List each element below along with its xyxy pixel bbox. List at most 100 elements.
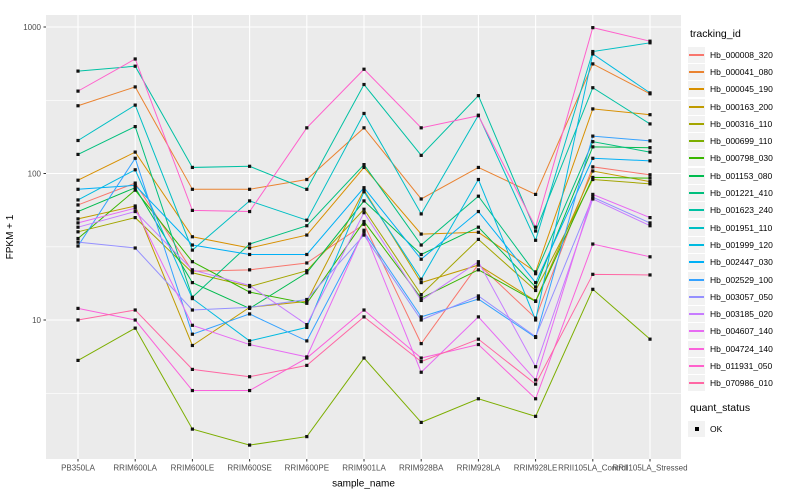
data-point-Hb_000798_030 bbox=[76, 236, 80, 241]
data-point-Hb_000041_080 bbox=[534, 192, 538, 197]
y-tick-label: 10 bbox=[32, 316, 41, 325]
data-point-Hb_000041_080 bbox=[76, 104, 80, 108]
legend-key-line bbox=[689, 382, 704, 385]
legend-item-quant-OK: OK bbox=[688, 420, 800, 437]
legend-title-tracking-id: tracking_id bbox=[690, 28, 741, 40]
x-tick-label: RRIM600LE bbox=[171, 464, 215, 473]
data-point-Hb_000798_030 bbox=[248, 290, 252, 294]
data-point-Hb_001221_410 bbox=[248, 242, 252, 246]
data-point-Hb_000163_200 bbox=[76, 217, 80, 221]
data-point-Hb_001999_120 bbox=[248, 339, 252, 343]
data-point-Hb_001221_410 bbox=[76, 152, 80, 157]
data-point-Hb_000798_030 bbox=[476, 268, 480, 272]
data-point-Hb_003185_020 bbox=[476, 260, 480, 264]
legend-item-Hb_000008_320: Hb_000008_320 bbox=[688, 46, 800, 63]
data-point-Hb_000041_080 bbox=[362, 126, 366, 130]
y-axis-title: FPKM + 1 bbox=[5, 214, 16, 259]
legend-item-label: Hb_070986_010 bbox=[710, 378, 773, 389]
legend-item-label: Hb_001221_410 bbox=[710, 188, 773, 199]
data-point-Hb_004607_140 bbox=[190, 323, 194, 327]
data-point-Hb_001153_080 bbox=[476, 225, 480, 229]
data-point-Hb_070986_010 bbox=[419, 360, 423, 364]
data-point-Hb_004607_140 bbox=[476, 315, 480, 319]
data-point-Hb_000316_110 bbox=[534, 288, 538, 293]
legend-item-Hb_001951_110: Hb_001951_110 bbox=[688, 219, 800, 236]
data-point-Hb_000045_190 bbox=[133, 150, 137, 154]
data-point-Hb_011931_050 bbox=[476, 114, 480, 118]
data-point-Hb_070986_010 bbox=[648, 273, 652, 277]
data-point-Hb_003185_020 bbox=[419, 298, 423, 303]
data-point-Hb_003057_050 bbox=[591, 195, 595, 199]
data-point-Hb_001623_240 bbox=[648, 122, 652, 126]
data-point-Hb_000316_110 bbox=[76, 230, 80, 234]
data-point-Hb_004607_140 bbox=[133, 206, 137, 210]
legend-key-line bbox=[689, 174, 704, 177]
data-point-Hb_000041_080 bbox=[591, 62, 595, 66]
legend-key-line bbox=[689, 347, 704, 350]
data-point-Hb_001153_080 bbox=[133, 186, 137, 190]
legend-item-label: Hb_000041_080 bbox=[710, 66, 773, 77]
legend-item-label: Hb_003185_020 bbox=[710, 309, 773, 320]
data-point-Hb_002447_030 bbox=[248, 252, 252, 257]
data-point-Hb_002447_030 bbox=[591, 156, 595, 160]
data-point-Hb_000008_320 bbox=[76, 203, 80, 207]
data-point-Hb_001153_080 bbox=[591, 145, 595, 149]
data-point-Hb_000316_110 bbox=[419, 293, 423, 297]
data-point-Hb_000316_110 bbox=[476, 237, 480, 241]
data-point-Hb_000699_110 bbox=[305, 434, 309, 439]
data-point-Hb_000798_030 bbox=[362, 219, 366, 224]
data-point-Hb_000316_110 bbox=[591, 177, 595, 182]
data-point-Hb_003057_050 bbox=[76, 240, 80, 244]
data-point-Hb_000041_080 bbox=[190, 187, 194, 191]
data-point-Hb_000008_320 bbox=[534, 316, 538, 320]
data-point-Hb_003057_050 bbox=[305, 297, 309, 302]
legend-item-label: Hb_001951_110 bbox=[710, 222, 773, 233]
data-point-Hb_001623_240 bbox=[534, 229, 538, 233]
data-point-Hb_003185_020 bbox=[133, 209, 137, 214]
data-point-Hb_000699_110 bbox=[76, 358, 80, 362]
data-point-Hb_001951_110 bbox=[248, 199, 252, 203]
legend-item-label: Hb_000798_030 bbox=[710, 153, 773, 164]
data-point-Hb_001221_410 bbox=[133, 124, 137, 129]
legend-item-Hb_000699_110: Hb_000699_110 bbox=[688, 132, 800, 150]
data-point-Hb_000699_110 bbox=[648, 337, 652, 341]
data-point-Hb_004724_140 bbox=[534, 397, 538, 401]
legend-key-line bbox=[689, 105, 704, 108]
data-point-Hb_001221_410 bbox=[534, 272, 538, 276]
legend-item-Hb_000041_080: Hb_000041_080 bbox=[688, 63, 800, 80]
data-point-Hb_000045_190 bbox=[534, 270, 538, 274]
legend-key-swatch bbox=[688, 98, 705, 115]
legend-tracking-items: Hb_000008_320 Hb_000041_080 Hb_000045_190 H… bbox=[688, 46, 800, 392]
legend-item-label: Hb_000699_110 bbox=[710, 136, 773, 147]
legend-key-line bbox=[689, 243, 704, 246]
data-point-Hb_004724_140 bbox=[476, 342, 480, 347]
data-point-Hb_001623_240 bbox=[591, 86, 595, 90]
data-point-Hb_000798_030 bbox=[534, 299, 538, 303]
data-point-Hb_003185_020 bbox=[248, 283, 252, 288]
x-tick-label: PB350LA bbox=[61, 464, 95, 473]
data-point-Hb_002447_030 bbox=[362, 186, 366, 190]
data-point-Hb_000008_320 bbox=[133, 181, 137, 185]
legend-key-line bbox=[689, 70, 704, 73]
data-point-Hb_000798_030 bbox=[648, 176, 652, 180]
data-point-Hb_001153_080 bbox=[190, 281, 194, 285]
data-point-Hb_004724_140 bbox=[362, 308, 366, 312]
legend-item-label: Hb_001999_120 bbox=[710, 239, 773, 250]
x-tick-label: RRIM600LA bbox=[113, 464, 157, 473]
data-point-Hb_002447_030 bbox=[419, 257, 423, 261]
data-point-Hb_011931_050 bbox=[76, 89, 80, 93]
data-point-Hb_000163_200 bbox=[133, 204, 137, 208]
data-point-Hb_000045_190 bbox=[476, 230, 480, 234]
data-point-Hb_000041_080 bbox=[133, 85, 137, 89]
data-point-Hb_070986_010 bbox=[534, 382, 538, 386]
legend-item-Hb_001623_240: Hb_001623_240 bbox=[688, 202, 800, 219]
data-point-Hb_002529_100 bbox=[476, 297, 480, 301]
legend-item-Hb_003057_050: Hb_003057_050 bbox=[688, 288, 800, 305]
data-point-Hb_003185_020 bbox=[362, 211, 366, 215]
data-point-Hb_000163_200 bbox=[190, 343, 194, 348]
legend-key-line bbox=[689, 330, 704, 333]
legend-item-Hb_070986_010: Hb_070986_010 bbox=[688, 375, 800, 392]
x-tick-label: RRIM928LA bbox=[457, 464, 501, 473]
data-point-Hb_000699_110 bbox=[362, 356, 366, 360]
data-point-Hb_001999_120 bbox=[133, 168, 137, 172]
